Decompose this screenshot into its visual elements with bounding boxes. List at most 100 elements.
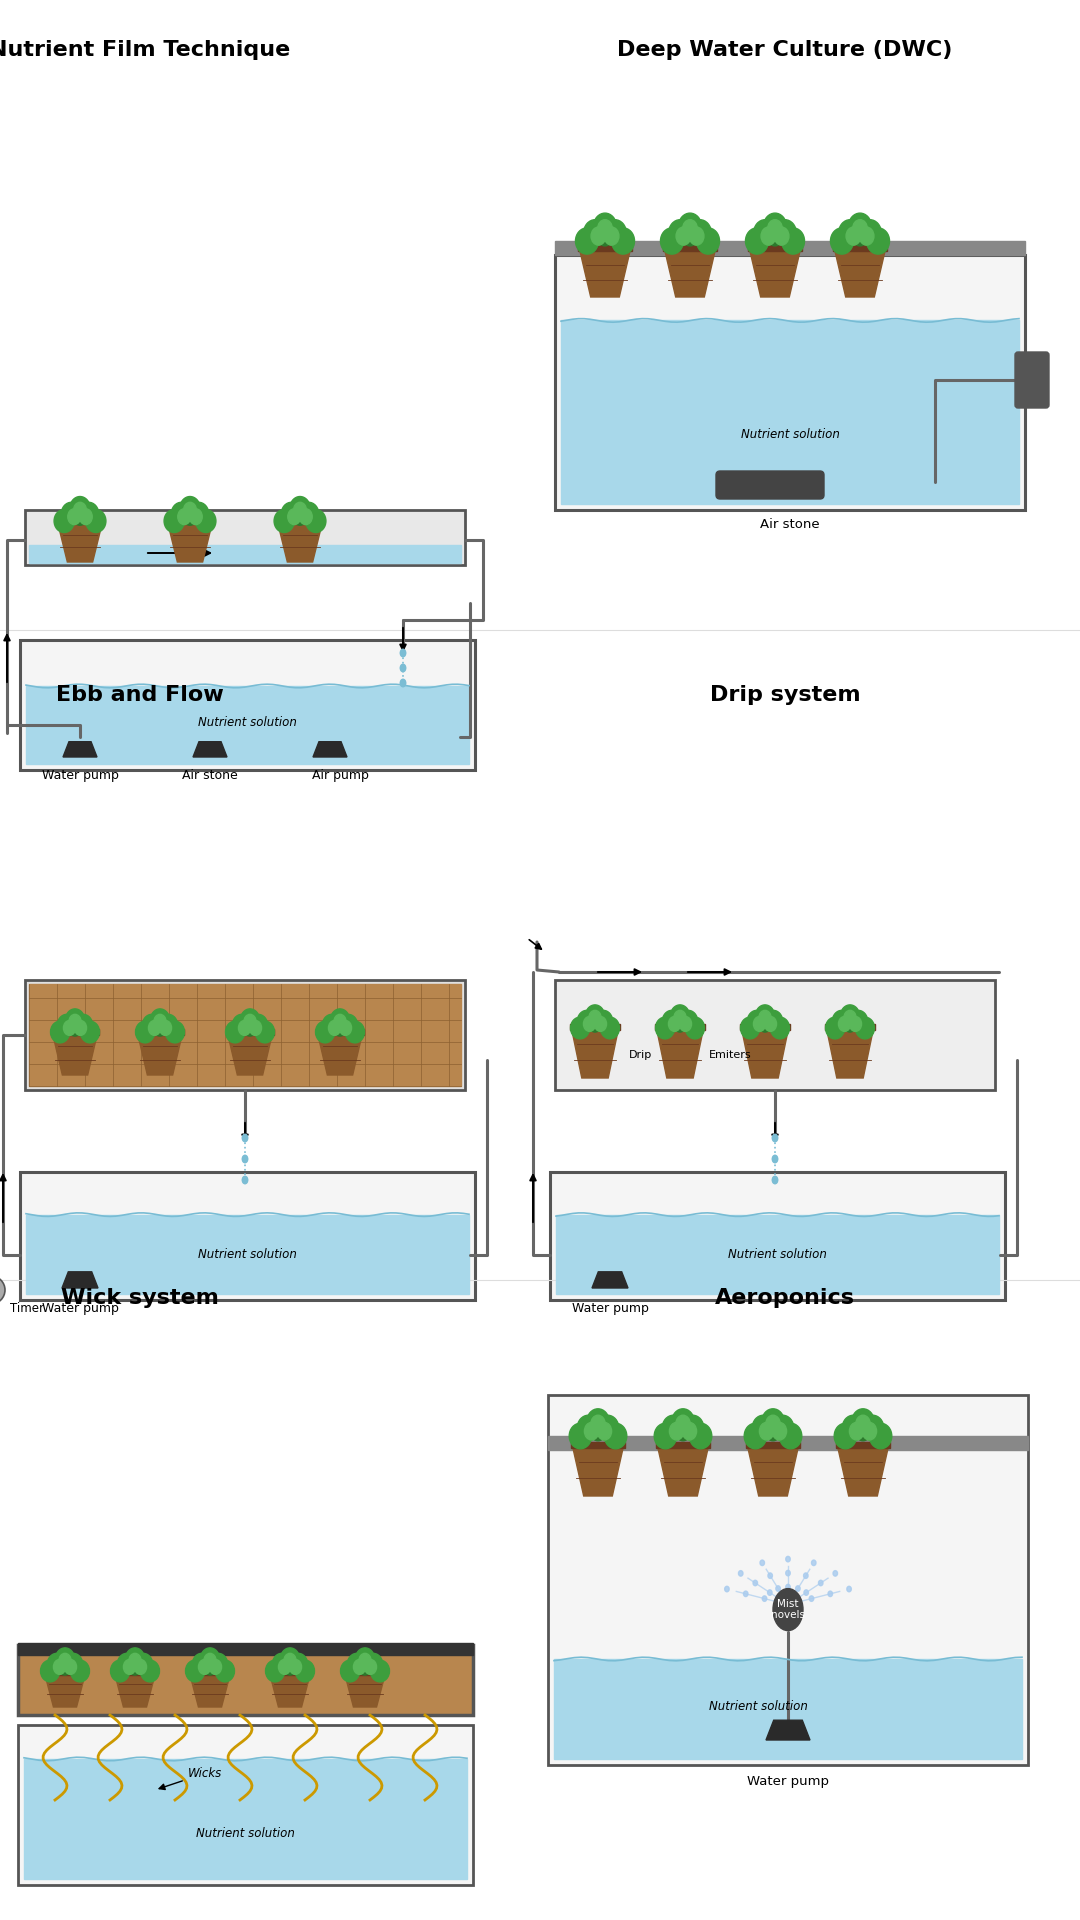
Ellipse shape (180, 497, 200, 520)
Ellipse shape (353, 1659, 366, 1674)
Polygon shape (52, 1031, 98, 1075)
Ellipse shape (159, 1014, 178, 1037)
Ellipse shape (199, 1659, 211, 1674)
Ellipse shape (772, 1135, 778, 1142)
Text: Air stone: Air stone (760, 518, 820, 532)
Polygon shape (834, 248, 886, 298)
Ellipse shape (281, 1647, 299, 1670)
Ellipse shape (676, 1415, 690, 1432)
Ellipse shape (131, 1667, 139, 1674)
Text: Emiters: Emiters (708, 1050, 752, 1060)
Ellipse shape (843, 1010, 856, 1025)
Text: Wicks: Wicks (188, 1766, 222, 1780)
Ellipse shape (662, 1010, 681, 1033)
Ellipse shape (195, 509, 216, 532)
Ellipse shape (192, 1653, 212, 1674)
Ellipse shape (768, 1572, 772, 1578)
Ellipse shape (285, 1667, 295, 1674)
FancyBboxPatch shape (25, 511, 465, 564)
Ellipse shape (346, 1021, 364, 1043)
Ellipse shape (661, 228, 684, 253)
Ellipse shape (782, 228, 805, 253)
Polygon shape (62, 1271, 98, 1288)
Ellipse shape (759, 1010, 771, 1025)
Ellipse shape (272, 1653, 292, 1674)
Ellipse shape (591, 227, 606, 246)
Ellipse shape (294, 503, 307, 518)
Bar (561, 321, 1020, 503)
Bar (554, 1659, 1022, 1759)
Ellipse shape (775, 1586, 781, 1592)
Ellipse shape (774, 227, 788, 246)
Polygon shape (664, 248, 716, 298)
Ellipse shape (143, 1014, 161, 1037)
Bar (746, 1442, 800, 1448)
Text: Deep Water Culture (DWC): Deep Water Culture (DWC) (618, 40, 953, 60)
Ellipse shape (172, 503, 191, 526)
Ellipse shape (681, 1415, 704, 1440)
Ellipse shape (604, 219, 626, 246)
Polygon shape (345, 1670, 386, 1707)
Polygon shape (572, 1444, 624, 1496)
Ellipse shape (134, 1659, 147, 1674)
Ellipse shape (148, 1020, 161, 1035)
Ellipse shape (591, 1415, 605, 1432)
Ellipse shape (370, 1661, 390, 1682)
Ellipse shape (671, 1004, 689, 1027)
FancyBboxPatch shape (716, 470, 824, 499)
Ellipse shape (73, 503, 86, 518)
Ellipse shape (274, 509, 294, 532)
Ellipse shape (725, 1586, 729, 1592)
Ellipse shape (600, 1018, 620, 1039)
Ellipse shape (678, 1010, 698, 1033)
Bar (825, 1023, 875, 1029)
Text: Nutrient solution: Nutrient solution (728, 1248, 827, 1261)
Ellipse shape (334, 1014, 346, 1029)
Bar (26, 1215, 469, 1294)
FancyBboxPatch shape (1015, 351, 1049, 409)
Ellipse shape (611, 228, 635, 253)
Ellipse shape (322, 1014, 341, 1037)
Ellipse shape (768, 1590, 772, 1596)
Ellipse shape (594, 213, 617, 240)
Ellipse shape (754, 219, 777, 246)
Bar (316, 1029, 364, 1035)
Ellipse shape (840, 1004, 860, 1027)
Ellipse shape (164, 509, 185, 532)
Ellipse shape (340, 1661, 360, 1682)
Ellipse shape (683, 1423, 697, 1440)
Bar (836, 1442, 890, 1448)
Ellipse shape (679, 1016, 691, 1031)
Ellipse shape (281, 503, 301, 526)
Ellipse shape (110, 1661, 130, 1682)
Ellipse shape (846, 1023, 854, 1033)
Polygon shape (44, 1670, 86, 1707)
Polygon shape (747, 1444, 799, 1496)
Ellipse shape (70, 497, 90, 520)
Ellipse shape (697, 228, 719, 253)
Ellipse shape (589, 1010, 602, 1025)
Ellipse shape (330, 1008, 350, 1031)
Ellipse shape (244, 1014, 256, 1029)
Ellipse shape (65, 1659, 77, 1674)
Ellipse shape (773, 219, 796, 246)
FancyBboxPatch shape (21, 1171, 475, 1300)
Text: Water pump: Water pump (571, 1302, 648, 1315)
Ellipse shape (184, 503, 197, 518)
Ellipse shape (772, 1177, 778, 1185)
Text: Nutrient solution: Nutrient solution (741, 428, 839, 442)
Text: Nutrient solution: Nutrient solution (198, 1248, 297, 1261)
Ellipse shape (289, 1659, 301, 1674)
Ellipse shape (70, 1027, 80, 1037)
Ellipse shape (348, 1653, 366, 1674)
Ellipse shape (364, 1653, 382, 1674)
Text: Air pump: Air pump (311, 770, 368, 781)
Ellipse shape (64, 1020, 76, 1035)
Bar (548, 1436, 1028, 1450)
Ellipse shape (266, 1661, 284, 1682)
Ellipse shape (593, 1430, 604, 1440)
Ellipse shape (64, 1653, 83, 1674)
Ellipse shape (242, 1177, 247, 1185)
Ellipse shape (284, 1653, 296, 1668)
FancyBboxPatch shape (550, 1171, 1005, 1300)
